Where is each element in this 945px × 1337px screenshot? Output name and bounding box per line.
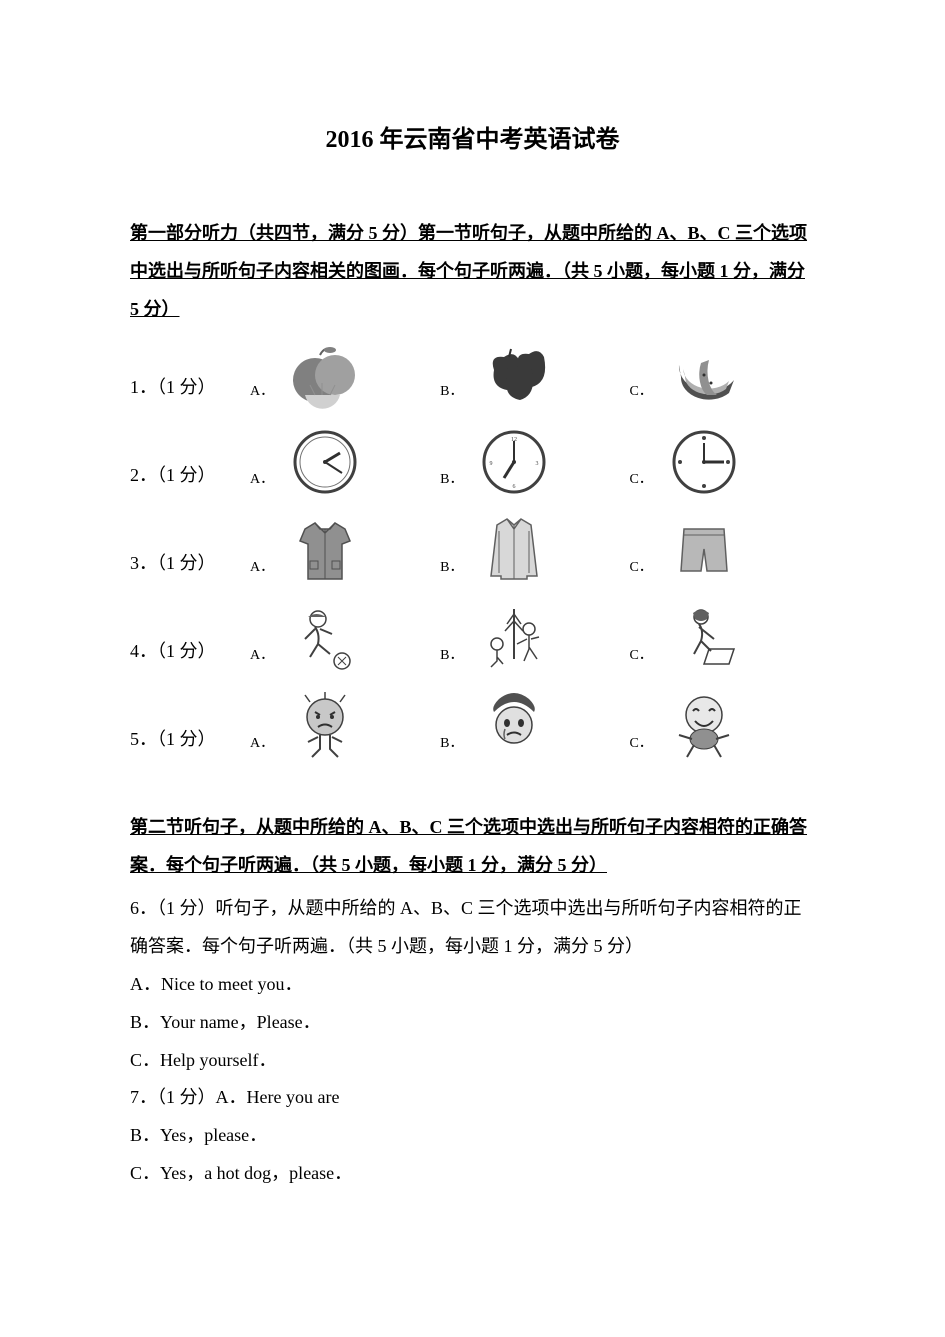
clock-icon: 12369 <box>469 423 559 501</box>
plant-tree-icon <box>469 599 559 677</box>
option-label: C． <box>629 377 652 406</box>
option-label: B． <box>440 641 463 670</box>
happy-face-icon <box>659 687 749 765</box>
option-label: C． <box>629 641 652 670</box>
option-label: A． <box>250 553 274 582</box>
question-row-3: 3．（1 分） A． B． C． <box>130 511 815 589</box>
q7-option-b: B．Yes，please． <box>130 1117 815 1155</box>
question-number: 4．（1 分） <box>130 633 250 671</box>
question-number: 2．（1 分） <box>130 457 250 495</box>
option-label: B． <box>440 377 463 406</box>
svg-text:3: 3 <box>536 461 539 467</box>
draw-picture-icon <box>659 599 749 677</box>
shorts-icon <box>659 511 749 589</box>
option-label: C． <box>629 465 652 494</box>
option-label: B． <box>440 465 463 494</box>
clock-icon <box>280 423 370 501</box>
option-label: B． <box>440 553 463 582</box>
question-number: 1．（1 分） <box>130 369 250 407</box>
clock-icon <box>659 423 749 501</box>
option-label: A． <box>250 377 274 406</box>
question-row-2: 2．（1 分） A． B． 12369 C． <box>130 423 815 501</box>
question-row-5: 5．（1 分） A． B． C． <box>130 687 815 765</box>
q6-option-b: B．Your name，Please． <box>130 1004 815 1042</box>
shirt-icon <box>280 511 370 589</box>
question-row-1: 1．（1 分） A． B． C． <box>130 335 815 413</box>
q7-option-c: C．Yes，a hot dog，please． <box>130 1155 815 1193</box>
section2-heading: 第二节听句子，从题中所给的 A、B、C 三个选项中选出与所听句子内容相符的正确答… <box>130 809 815 885</box>
option-label: B． <box>440 729 463 758</box>
option-label: A． <box>250 465 274 494</box>
question-number: 3．（1 分） <box>130 545 250 583</box>
jacket-icon <box>469 511 559 589</box>
option-label: C． <box>629 729 652 758</box>
svg-text:6: 6 <box>513 484 516 490</box>
option-label: C． <box>629 553 652 582</box>
q7-stem: 7．（1 分）A．Here you are <box>130 1079 815 1117</box>
option-label: A． <box>250 729 274 758</box>
svg-text:9: 9 <box>490 461 493 467</box>
sad-face-icon <box>469 687 559 765</box>
question-row-4: 4．（1 分） A． B． C． <box>130 599 815 677</box>
apples-icon <box>469 335 559 413</box>
section1-heading: 第一部分听力（共四节，满分 5 分）第一节听句子，从题中所给的 A、B、C 三个… <box>130 215 815 328</box>
oranges-icon <box>280 335 370 413</box>
question-number: 5．（1 分） <box>130 721 250 759</box>
q6-option-a: A．Nice to meet you． <box>130 966 815 1004</box>
q6-option-c: C．Help yourself． <box>130 1042 815 1080</box>
q6-stem: 6．（1 分）听句子，从题中所给的 A、B、C 三个选项中选出与所听句子内容相符… <box>130 890 815 966</box>
angry-face-icon <box>280 687 370 765</box>
page-title: 2016 年云南省中考英语试卷 <box>130 115 815 165</box>
watermelon-icon <box>659 335 749 413</box>
option-label: A． <box>250 641 274 670</box>
play-football-icon <box>280 599 370 677</box>
